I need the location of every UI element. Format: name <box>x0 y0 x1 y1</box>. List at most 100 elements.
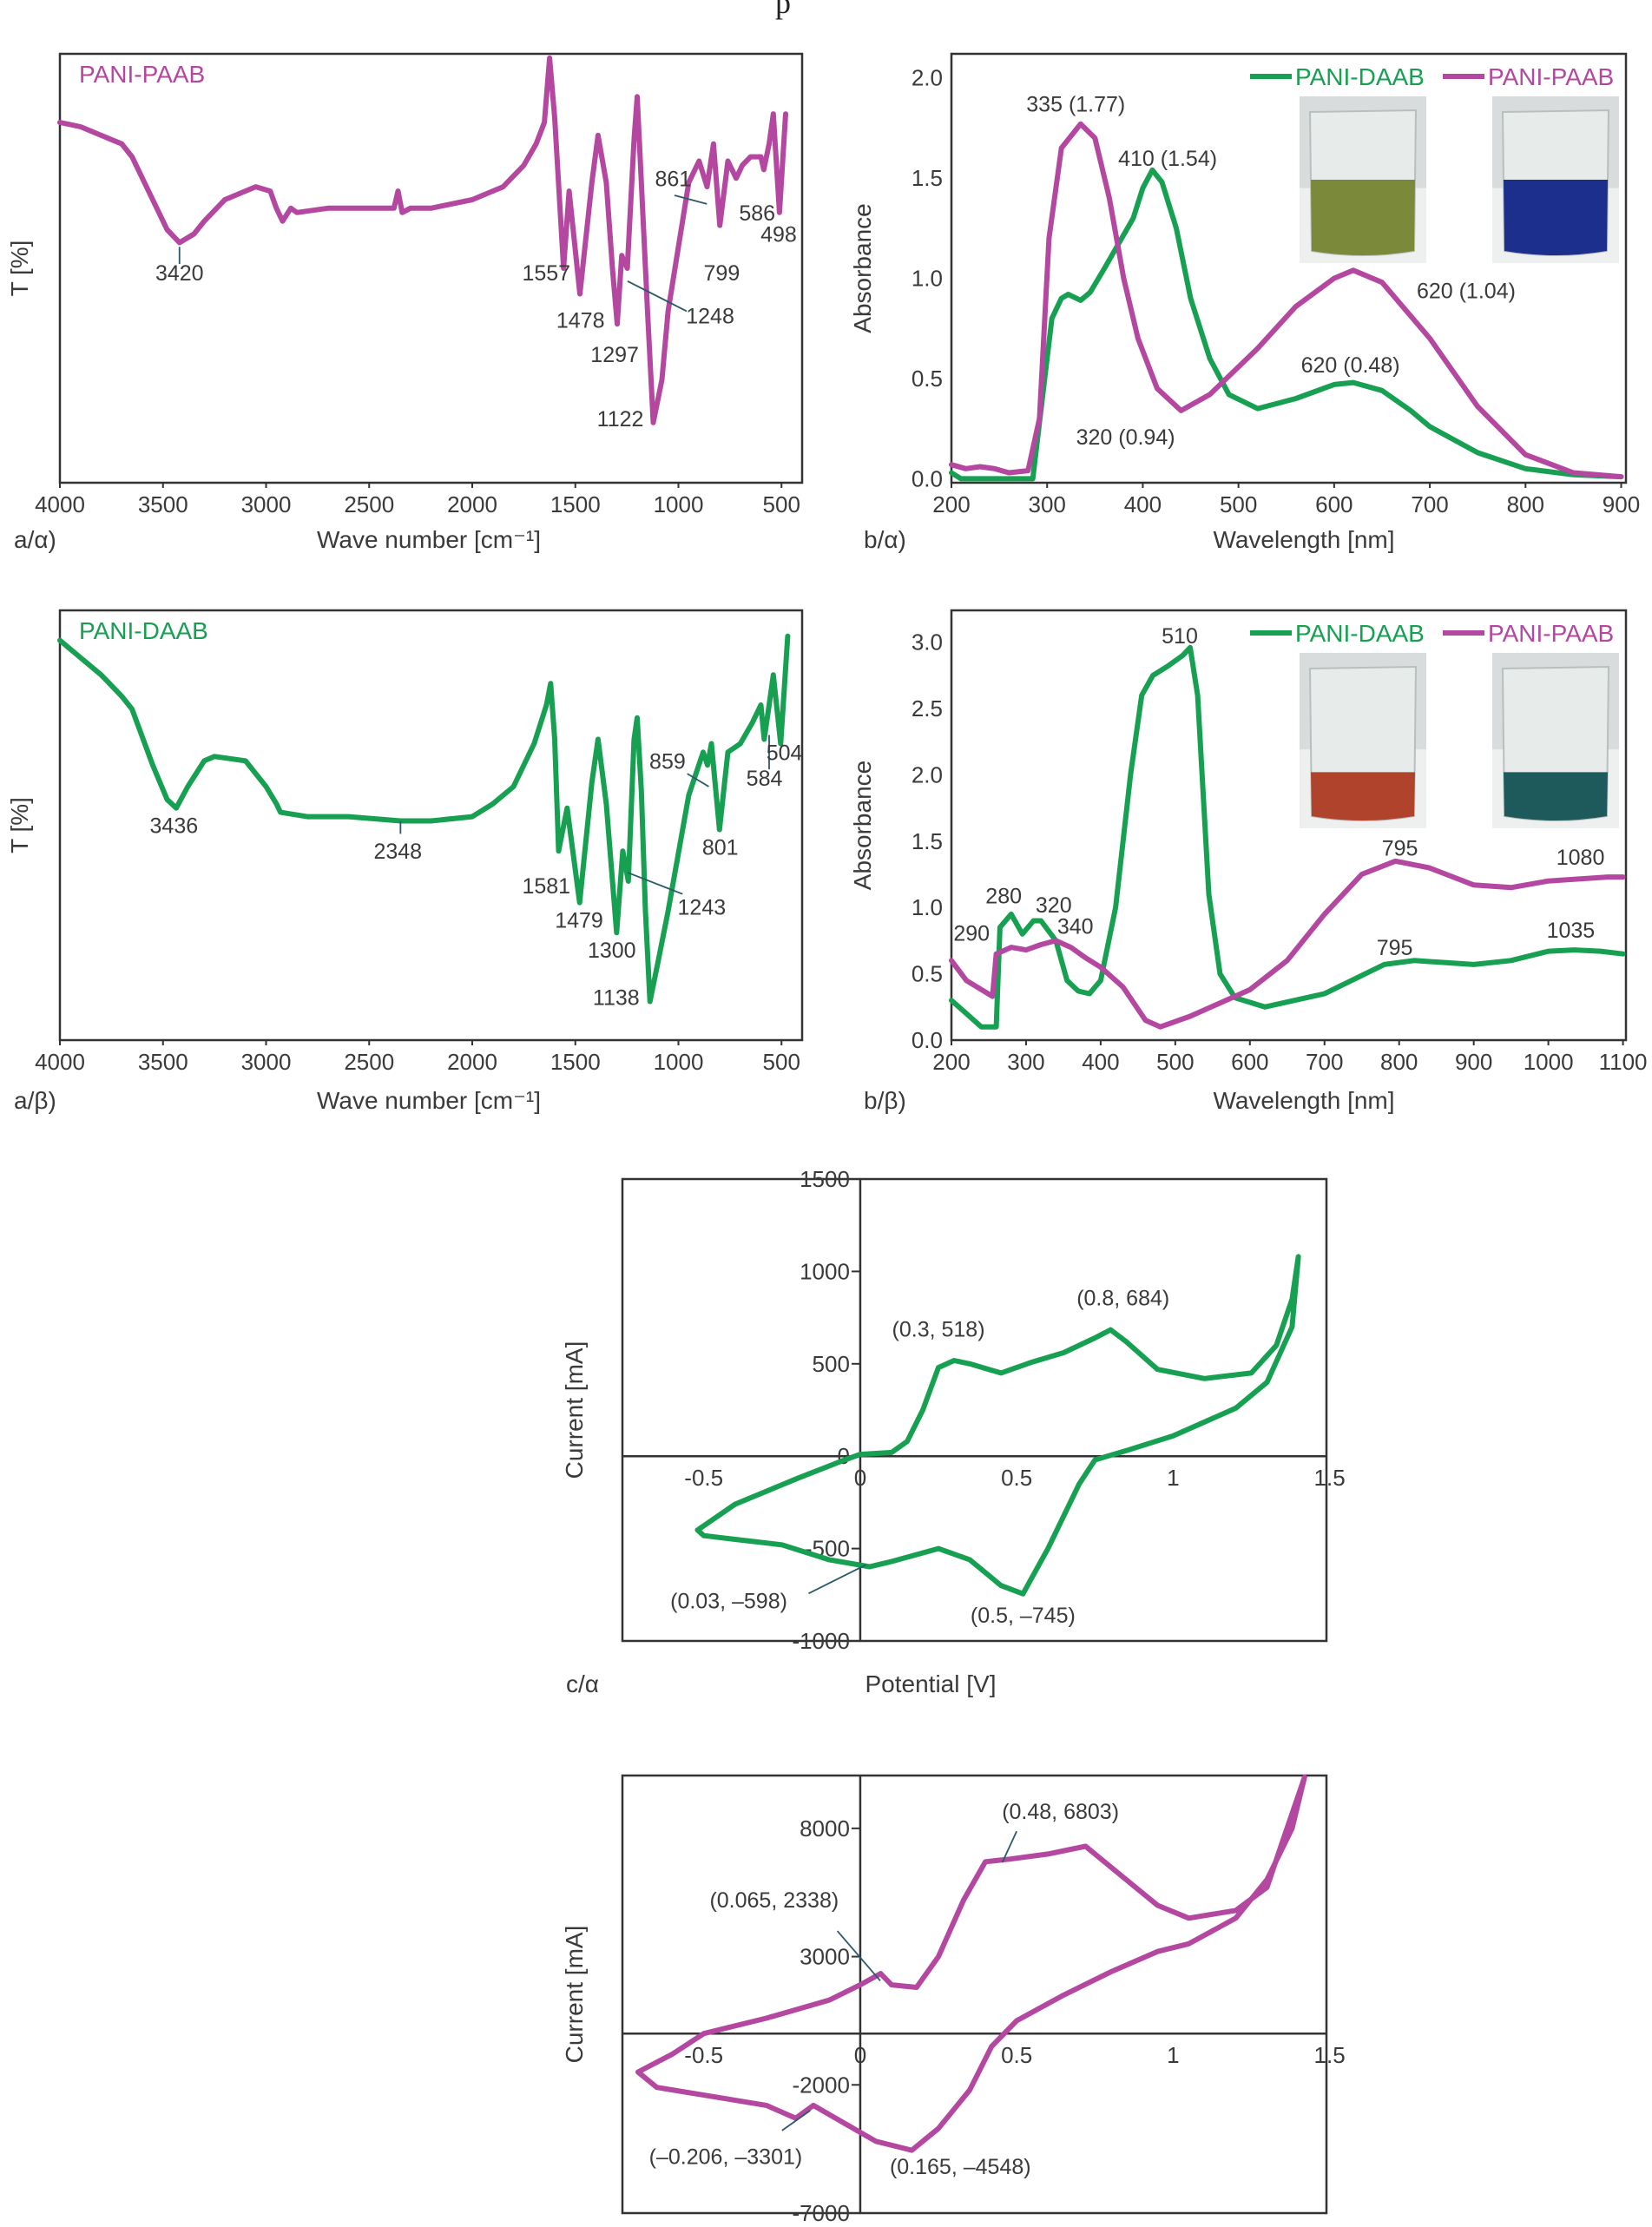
annotation-label: 620 (1.04) <box>1417 279 1516 303</box>
annotation-label: 1080 <box>1557 846 1605 870</box>
x-tick-label: 500 <box>763 491 800 517</box>
annotation-label: (0.5, –745) <box>971 1604 1076 1628</box>
y-tick-label: 1000 <box>800 1258 850 1284</box>
y-tick-label: -2000 <box>792 2072 850 2098</box>
annotation-label: 801 <box>702 835 739 860</box>
annotation-label: 2348 <box>373 840 422 864</box>
y-tick-label: 3.0 <box>912 629 943 656</box>
x-tick-label: 2000 <box>447 491 497 517</box>
x-tick-label: 1500 <box>550 491 601 517</box>
x-tick-label: 4000 <box>35 1049 85 1075</box>
x-tick-label: 1000 <box>654 491 704 517</box>
annotation-leader <box>836 1930 881 1982</box>
beaker-photo-inset <box>1492 653 1619 828</box>
x-tick-label: 1100 <box>1599 1049 1648 1075</box>
x-tick-label: 400 <box>1082 1049 1119 1075</box>
annotation-label: 1035 <box>1547 919 1596 943</box>
annotation-label: 410 (1.54) <box>1118 147 1217 171</box>
annotation-label: 1248 <box>686 304 734 328</box>
annotation-label: 504 <box>767 741 803 765</box>
y-tick-label: -7000 <box>792 2200 850 2226</box>
annotation-label: 290 <box>953 921 990 945</box>
series-line-pani-daab <box>949 644 1626 1030</box>
panel-label: b/α) <box>864 526 906 553</box>
x-tick-label: 800 <box>1380 1049 1418 1075</box>
x-tick-label: 900 <box>1603 491 1640 517</box>
x-tick-label: 1 <box>1167 2042 1179 2068</box>
x-axis-label: Wave number [cm⁻¹] <box>317 1087 541 1114</box>
annotation-label: 320 (0.94) <box>1076 425 1175 450</box>
annotation-label: 620 (0.48) <box>1301 353 1400 378</box>
annotation-label: 586 <box>739 201 775 226</box>
x-tick-label: 0.5 <box>1001 1465 1032 1491</box>
legend-label: PANI-DAAB <box>1295 620 1425 647</box>
y-axis-label: Absorbance <box>849 203 876 333</box>
x-tick-label: 300 <box>1007 1049 1044 1075</box>
x-axis-label: Wave number [cm⁻¹] <box>317 526 541 553</box>
beaker-photo-inset <box>1300 653 1426 828</box>
x-tick-label: -0.5 <box>684 2042 723 2068</box>
y-tick-label: 0.5 <box>912 366 943 392</box>
annotation-label: 1243 <box>678 896 727 920</box>
x-tick-label: 700 <box>1306 1049 1343 1075</box>
x-tick-label: 2500 <box>344 491 394 517</box>
y-tick-label: 1.0 <box>912 266 943 292</box>
plot-frame <box>950 52 1628 484</box>
annotation-label: 1479 <box>555 908 603 932</box>
x-tick-label: 500 <box>763 1049 800 1075</box>
x-tick-label: 200 <box>932 1049 970 1075</box>
legend-label: PANI-PAAB <box>1488 63 1614 90</box>
chart-b_alpha: 200 300 400 500 600 700 800 900 0.0 0.5 1.0 1.5 2.0 W… <box>849 52 1640 553</box>
annotation-label: (0.3, 518) <box>892 1318 985 1342</box>
series-line-pani-daab <box>949 167 1624 482</box>
annotation-label: 1581 <box>522 874 570 899</box>
plot-frame <box>621 1177 1328 1643</box>
y-tick-label: 2.0 <box>912 761 943 787</box>
chart-a_beta: 4000 3500 3000 2500 2000 1500 1000 500 Wave numb… <box>6 609 804 1114</box>
legend-label: PANI-DAAB <box>1295 63 1425 90</box>
beaker-photo-inset <box>1492 96 1619 263</box>
x-tick-label: 1500 <box>550 1049 601 1075</box>
annotation-leader <box>674 194 708 205</box>
y-tick-label: 3000 <box>800 1944 850 1970</box>
x-tick-label: 700 <box>1411 491 1448 517</box>
series-line-pani-paab <box>949 121 1624 480</box>
legend-label: PANI-PAAB <box>1488 620 1614 647</box>
x-tick-label: 1 <box>1167 1465 1179 1491</box>
y-tick-label: 0.0 <box>912 465 943 491</box>
annotation-label: 335 (1.77) <box>1026 93 1125 117</box>
y-axis-label: T [%] <box>6 797 33 853</box>
solution-liquid <box>1504 180 1608 255</box>
x-tick-label: 1.5 <box>1314 2042 1346 2068</box>
solution-liquid <box>1311 180 1415 255</box>
x-tick-label: 600 <box>1315 491 1353 517</box>
solution-liquid <box>1504 772 1608 820</box>
x-tick-label: 0.5 <box>1001 2042 1032 2068</box>
x-tick-label: 800 <box>1507 491 1544 517</box>
chart-c_beta: -0.5 0 0.5 1 1.5 8000 3000 -2000 -7000 Current [m… <box>561 1774 1346 2226</box>
annotation-label: 1300 <box>588 939 636 963</box>
x-tick-label: 2000 <box>447 1049 497 1075</box>
annotation-label: 1478 <box>556 308 605 333</box>
plot-frame <box>950 609 1628 1042</box>
panel-label: b/β) <box>864 1087 906 1114</box>
annotation-label: 859 <box>649 749 686 774</box>
x-tick-label: 4000 <box>35 491 85 517</box>
x-tick-label: 1.5 <box>1314 1465 1346 1491</box>
y-tick-label: 1500 <box>800 1166 850 1192</box>
x-tick-label: 3500 <box>138 1049 188 1075</box>
annotation-leader <box>1001 1830 1017 1863</box>
y-axis-label: T [%] <box>6 240 33 297</box>
annotation-label: 498 <box>760 222 797 247</box>
y-tick-label: 8000 <box>800 1815 850 1842</box>
chart-c_alpha: -0.5 0 0.5 1 1.5150010005000-500-1000Potenti… <box>561 1166 1346 1697</box>
caption-fragment: p <box>775 0 791 20</box>
series-label: PANI-PAAB <box>79 61 205 88</box>
x-tick-label: 1000 <box>1524 1049 1574 1075</box>
beaker-photo-inset <box>1300 96 1426 263</box>
x-tick-label: 3000 <box>241 491 292 517</box>
plot-frame <box>621 1774 1328 2215</box>
annotation-leader <box>627 280 688 313</box>
x-tick-label: 500 <box>1220 491 1257 517</box>
